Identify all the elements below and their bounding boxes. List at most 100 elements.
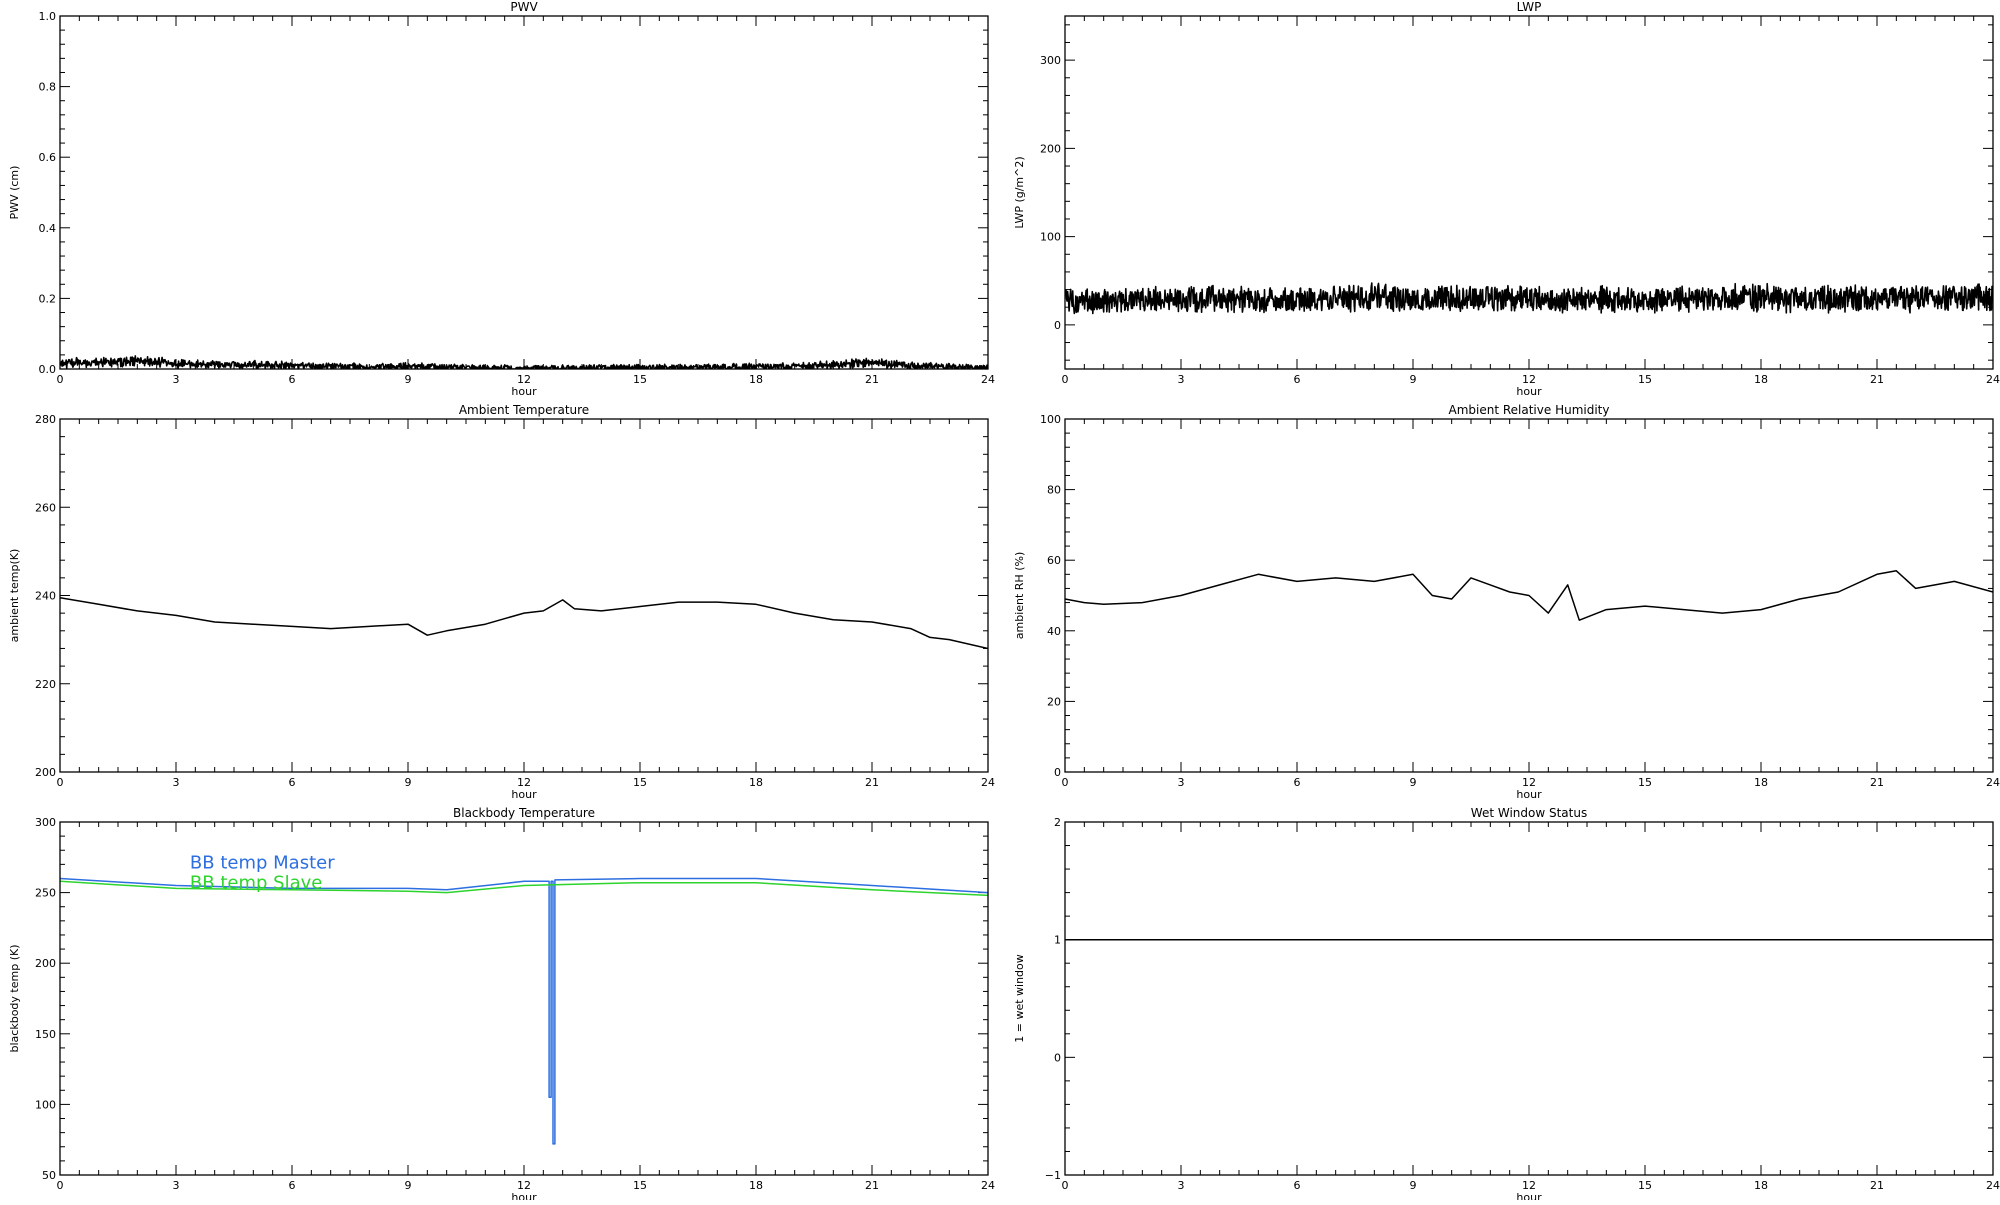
- x-tick-label: 15: [633, 373, 647, 386]
- y-tick-label: 260: [35, 501, 56, 514]
- y-tick-label: 250: [35, 887, 56, 900]
- x-tick-label: 0: [57, 776, 64, 789]
- x-tick-label: 15: [1638, 776, 1652, 789]
- x-tick-label: 18: [1754, 1179, 1768, 1192]
- x-tick-label: 21: [865, 776, 879, 789]
- y-axis-label: PWV (cm): [8, 166, 21, 220]
- y-tick-label: 0: [1054, 319, 1061, 332]
- x-tick-label: 9: [1410, 1179, 1417, 1192]
- x-tick-label: 15: [633, 1179, 647, 1192]
- x-tick-label: 21: [865, 1179, 879, 1192]
- x-tick-label: 3: [173, 776, 180, 789]
- x-tick-label: 24: [1986, 1179, 2000, 1192]
- plot-frame: [1064, 418, 1994, 773]
- x-tick-label: 12: [1522, 373, 1536, 386]
- x-axis-label: hour: [1516, 788, 1542, 801]
- y-tick-label: −1: [1045, 1169, 1061, 1182]
- chart-title: Wet Window Status: [1471, 806, 1587, 820]
- x-tick-label: 6: [1294, 1179, 1301, 1192]
- x-tick-label: 9: [405, 1179, 412, 1192]
- y-tick-label: 1: [1054, 934, 1061, 947]
- x-tick-label: 12: [517, 776, 531, 789]
- y-axis-label: 1 = wet window: [1013, 954, 1026, 1043]
- y-tick-label: 0.6: [39, 151, 57, 164]
- plot-frame: [1064, 821, 1994, 1176]
- x-tick-label: 0: [57, 373, 64, 386]
- series-line-0: [1065, 282, 1993, 315]
- y-axis-label: LWP (g/m^2): [1013, 156, 1026, 228]
- x-tick-label: 21: [1870, 1179, 1884, 1192]
- x-tick-label: 18: [1754, 373, 1768, 386]
- x-tick-label: 21: [1870, 373, 1884, 386]
- x-tick-label: 12: [517, 1179, 531, 1192]
- y-tick-label: 220: [35, 678, 56, 691]
- y-tick-label: 0.8: [39, 81, 57, 94]
- y-tick-label: 50: [42, 1169, 56, 1182]
- y-tick-label: 150: [35, 1028, 56, 1041]
- legend-entry: BB temp Slave: [190, 872, 322, 893]
- y-tick-label: 40: [1047, 625, 1061, 638]
- x-tick-label: 24: [981, 776, 995, 789]
- y-tick-label: 100: [1040, 413, 1061, 426]
- y-tick-label: 2: [1054, 816, 1061, 829]
- x-tick-label: 3: [1178, 776, 1185, 789]
- y-tick-label: 80: [1047, 484, 1061, 497]
- x-tick-label: 6: [1294, 373, 1301, 386]
- x-tick-label: 15: [633, 776, 647, 789]
- y-tick-label: 200: [35, 766, 56, 779]
- y-tick-label: 300: [1040, 54, 1061, 67]
- y-tick-label: 60: [1047, 554, 1061, 567]
- x-tick-label: 9: [1410, 373, 1417, 386]
- series-line-0: [60, 877, 988, 1145]
- x-tick-label: 3: [173, 1179, 180, 1192]
- y-tick-label: 0.2: [39, 292, 57, 305]
- y-tick-label: 0: [1054, 1051, 1061, 1064]
- legend-entry: BB temp Master: [190, 853, 335, 874]
- x-tick-label: 18: [749, 1179, 763, 1192]
- x-tick-label: 18: [749, 776, 763, 789]
- x-tick-label: 6: [289, 373, 296, 386]
- y-tick-label: 100: [1040, 231, 1061, 244]
- x-tick-label: 0: [1062, 776, 1069, 789]
- chart-title: Blackbody Temperature: [453, 806, 595, 820]
- x-tick-label: 15: [1638, 373, 1652, 386]
- x-tick-label: 24: [981, 1179, 995, 1192]
- x-tick-label: 18: [749, 373, 763, 386]
- y-axis-label: ambient temp(K): [8, 549, 21, 643]
- x-tick-label: 15: [1638, 1179, 1652, 1192]
- x-tick-label: 12: [1522, 1179, 1536, 1192]
- y-tick-label: 100: [35, 1098, 56, 1111]
- plot-frame: [59, 821, 989, 1176]
- x-tick-label: 24: [981, 373, 995, 386]
- y-tick-label: 300: [35, 816, 56, 829]
- x-tick-label: 9: [405, 776, 412, 789]
- x-tick-label: 6: [289, 1179, 296, 1192]
- x-tick-label: 6: [289, 776, 296, 789]
- x-tick-label: 9: [1410, 776, 1417, 789]
- chart-title: PWV: [510, 0, 538, 14]
- y-axis-label: blackbody temp (K): [8, 945, 21, 1053]
- x-tick-label: 6: [1294, 776, 1301, 789]
- chart-title: Ambient Temperature: [459, 403, 589, 417]
- x-tick-label: 3: [1178, 373, 1185, 386]
- y-tick-label: 20: [1047, 695, 1061, 708]
- series-line-0: [60, 596, 988, 650]
- y-tick-label: 0: [1054, 766, 1061, 779]
- y-tick-label: 240: [35, 590, 56, 603]
- series-line-1: [60, 880, 988, 897]
- plot-frame: [59, 15, 989, 370]
- x-tick-label: 12: [1522, 776, 1536, 789]
- x-tick-label: 0: [1062, 1179, 1069, 1192]
- chart-title: Ambient Relative Humidity: [1449, 403, 1610, 417]
- x-tick-label: 24: [1986, 373, 2000, 386]
- series-line-0: [1065, 570, 1993, 621]
- y-tick-label: 0.0: [39, 363, 57, 376]
- chart-ambient-relative-humidity: Ambient Relative Humidity 0 3 6 9 12 15 18 21 24 0…: [1013, 403, 2000, 801]
- x-tick-label: 18: [1754, 776, 1768, 789]
- chart-lwp: LWP 0 3 6 9 12 15 18 21 24 0 100 200 300 hour LWP (g/m^…: [1013, 0, 2000, 398]
- y-tick-label: 200: [1040, 142, 1061, 155]
- x-tick-label: 12: [517, 373, 531, 386]
